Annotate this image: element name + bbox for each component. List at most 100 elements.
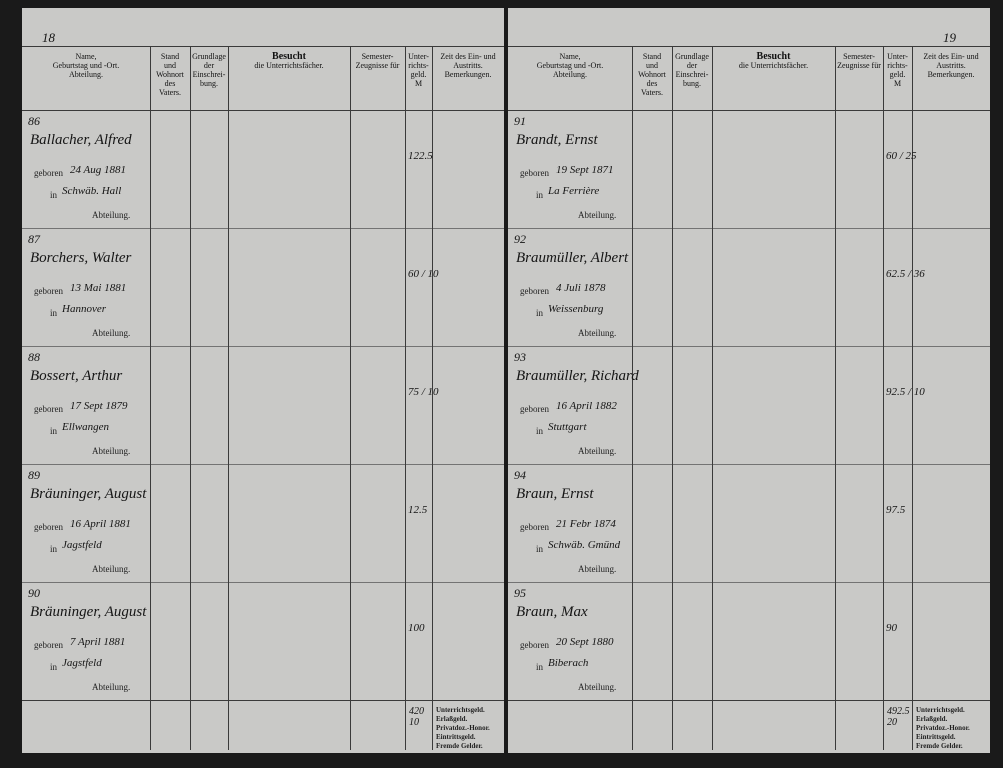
in-label: in xyxy=(536,544,544,554)
fee: 60 / 10 xyxy=(408,268,439,280)
born-label: geboren xyxy=(520,522,549,532)
column-header-line: M xyxy=(893,79,902,88)
column-header-line: Stand xyxy=(642,52,662,61)
column-header-line: geld. xyxy=(410,70,427,79)
column-header: Stand und Wohnort des Vaters. xyxy=(632,52,672,97)
column-header-line: Name, xyxy=(559,52,581,61)
born-date: 16 April 1881 xyxy=(70,518,131,530)
column-rule xyxy=(632,46,633,750)
footer-label: Unterrichtsgeld. xyxy=(916,706,965,714)
born-label: geboren xyxy=(520,640,549,650)
fee: 60 / 25 xyxy=(886,150,917,162)
footer-label: Erlaßgeld. xyxy=(916,715,948,723)
total: 492.5 xyxy=(887,706,910,717)
in-label: in xyxy=(536,308,544,318)
department-label: Abteilung. xyxy=(92,210,131,220)
column-rule xyxy=(672,46,673,750)
column-rule xyxy=(405,46,406,750)
in-label: in xyxy=(50,426,58,436)
column-header-line: Bemerkungen. xyxy=(444,70,492,79)
column-header-line: Zeit des Ein- und xyxy=(923,52,979,61)
row-rule xyxy=(22,346,504,347)
column-header-line: Unter- xyxy=(887,52,908,61)
fee: 62.5 / 36 xyxy=(886,268,925,280)
born-date: 20 Sept 1880 xyxy=(556,636,614,648)
birthplace: La Ferrière xyxy=(548,185,600,197)
born-date: 21 Febr 1874 xyxy=(556,518,616,530)
in-label: in xyxy=(536,426,544,436)
column-header-line: Austritts. xyxy=(453,61,483,70)
column-header-line: Abteilung. xyxy=(69,70,103,79)
in-label: in xyxy=(50,308,58,318)
fee: 122.5 xyxy=(408,150,433,162)
entry-name: Braun, Max xyxy=(516,604,588,620)
column-header-line: Geburtstag und -Ort. xyxy=(536,61,604,70)
column-header-line: Vaters. xyxy=(641,88,663,97)
page: 19 Name, Geburtstag und -Ort. Abteilung. Sta… xyxy=(508,8,990,753)
column-header: Unter-richts-geld. M xyxy=(405,52,432,88)
born-label: geboren xyxy=(520,286,549,296)
birthplace: Jagstfeld xyxy=(62,657,102,669)
row-rule xyxy=(22,464,504,465)
born-label: geboren xyxy=(34,522,63,532)
fee: 12.5 xyxy=(408,504,428,516)
department-label: Abteilung. xyxy=(92,564,131,574)
column-header-line: richts- xyxy=(887,61,908,70)
column-header-line: und xyxy=(164,61,176,70)
column-header-line: Einschrei- xyxy=(192,70,226,79)
entry-name: Borchers, Walter xyxy=(30,250,132,266)
footer-label: Eintrittsgeld. xyxy=(436,733,476,741)
column-header-line: Name, xyxy=(75,52,97,61)
total: 420 xyxy=(409,706,424,717)
fee: 90 xyxy=(886,622,897,634)
page-number: 18 xyxy=(42,30,55,45)
column-header: Name, Geburtstag und -Ort. Abteilung. xyxy=(22,52,150,79)
department-label: Abteilung. xyxy=(92,328,131,338)
entry-number: 86 xyxy=(28,114,40,128)
birthplace: Jagstfeld xyxy=(62,539,102,551)
birthplace: Biberach xyxy=(548,657,589,669)
column-header: Grundlage der Einschrei-bung. xyxy=(190,52,228,88)
in-label: in xyxy=(50,190,58,200)
column-header-line: Zeugnisse für xyxy=(837,61,881,70)
column-header: Semester- Zeugnisse für xyxy=(835,52,883,70)
born-date: 7 April 1881 xyxy=(70,636,126,648)
column-header-line: M xyxy=(414,79,423,88)
column-header: Grundlage der Einschrei-bung. xyxy=(672,52,712,88)
column-header-line: bung. xyxy=(683,79,701,88)
born-date: 17 Sept 1879 xyxy=(70,400,128,412)
entry-name: Ballacher, Alfred xyxy=(30,132,132,148)
footer-label: Fremde Gelder. xyxy=(436,742,483,750)
row-rule xyxy=(508,110,990,111)
column-rule xyxy=(150,46,151,750)
entry-number: 91 xyxy=(514,114,526,128)
column-header: Unter-richts-geld. M xyxy=(883,52,912,88)
entry-name: Bräuninger, August xyxy=(30,486,147,502)
fee: 75 / 10 xyxy=(408,386,439,398)
column-header-line: Einschrei- xyxy=(675,70,709,79)
entry-name: Bossert, Arthur xyxy=(30,368,123,384)
row-rule xyxy=(508,582,990,583)
in-label: in xyxy=(50,662,58,672)
column-rule xyxy=(350,46,351,750)
entry-number: 93 xyxy=(514,350,526,364)
entry-number: 89 xyxy=(28,468,40,482)
entry-name: Bräuninger, August xyxy=(30,604,147,620)
column-header-line: Grundlage xyxy=(675,52,709,61)
column-header-line: die Unterrichtsfächer. xyxy=(254,61,324,70)
total: 10 xyxy=(409,717,419,728)
column-header-line: Zeugnisse für xyxy=(355,61,400,70)
row-rule xyxy=(22,700,504,701)
entry-name: Braumüller, Richard xyxy=(516,368,639,384)
column-header-line: Geburtstag und -Ort. xyxy=(52,61,120,70)
column-header-line: der xyxy=(203,61,215,70)
column-header: Besucht die Unterrichtsfächer. xyxy=(228,51,350,71)
column-header-line: des xyxy=(164,79,176,88)
column-header-line: Besucht xyxy=(272,51,306,62)
row-rule xyxy=(22,110,504,111)
column-rule xyxy=(835,46,836,750)
born-date: 24 Aug 1881 xyxy=(70,164,127,176)
column-rule xyxy=(228,46,229,750)
row-rule xyxy=(508,700,990,701)
page: 18 Name, Geburtstag und -Ort. Abteilung. Sta… xyxy=(22,8,504,753)
